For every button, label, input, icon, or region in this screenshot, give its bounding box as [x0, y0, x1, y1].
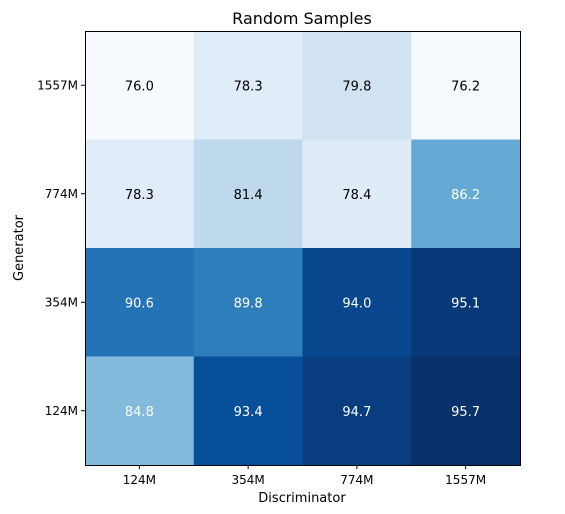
heatmap-cell-value: 95.7 [451, 405, 480, 420]
heatmap-cells [85, 31, 521, 466]
heatmap-cell-value: 94.7 [342, 405, 371, 420]
heatmap-cell-value: 94.0 [342, 296, 371, 311]
heatmap-cell-value: 84.8 [125, 405, 154, 420]
y-tick-label: 354M [45, 295, 78, 309]
heatmap-cell [302, 31, 412, 140]
heatmap-cell [302, 356, 412, 466]
heatmap-cell-value: 78.3 [125, 188, 154, 203]
heatmap-cell-value: 86.2 [451, 188, 480, 203]
heatmap-cell-value: 76.0 [125, 79, 154, 94]
heatmap-cell [193, 248, 303, 357]
heatmap-cell [411, 139, 521, 249]
heatmap-cell [85, 248, 195, 357]
heatmap-cell-value: 95.1 [451, 296, 480, 311]
plot-frame [85, 31, 521, 466]
heatmap-cell [193, 31, 303, 140]
y-axis-title: Generator [12, 214, 27, 281]
x-axis-ticks: 124M 354M 774M 1557M [123, 465, 486, 487]
heatmap-cell [85, 31, 195, 140]
x-axis-title: Discriminator [258, 491, 346, 506]
heatmap-cell-value: 81.4 [234, 188, 263, 203]
x-tick-label: 124M [123, 473, 156, 487]
heatmap-cell-value: 78.3 [234, 79, 263, 94]
heatmap-value-labels: 76.0 78.3 79.8 76.2 78.3 81.4 78.4 86.2 90.6 89.8… [125, 79, 480, 420]
y-tick-label: 124M [45, 404, 78, 418]
heatmap-cell-value: 90.6 [125, 296, 154, 311]
heatmap-cell-value: 89.8 [234, 296, 263, 311]
heatmap-cell [193, 356, 303, 466]
heatmap-cell-value: 76.2 [451, 79, 480, 94]
y-tick-label: 1557M [37, 78, 78, 92]
y-axis-ticks: 1557M 774M 354M 124M [37, 78, 85, 418]
chart-title: Random Samples [232, 9, 372, 28]
x-tick-label: 774M [340, 473, 373, 487]
heatmap-cell [302, 248, 412, 357]
heatmap-cell-value: 79.8 [342, 79, 371, 94]
x-tick-label: 354M [231, 473, 264, 487]
heatmap-cell [411, 248, 521, 357]
heatmap-cell [411, 356, 521, 466]
y-tick-label: 774M [45, 187, 78, 201]
x-tick-label: 1557M [445, 473, 486, 487]
heatmap-cell [302, 139, 412, 249]
heatmap-cell [193, 139, 303, 249]
heatmap-cell [85, 139, 195, 249]
heatmap-cell-value: 93.4 [234, 405, 263, 420]
heatmap-cell [85, 356, 195, 466]
heatmap-cell [411, 31, 521, 140]
heatmap-cell-value: 78.4 [342, 188, 371, 203]
